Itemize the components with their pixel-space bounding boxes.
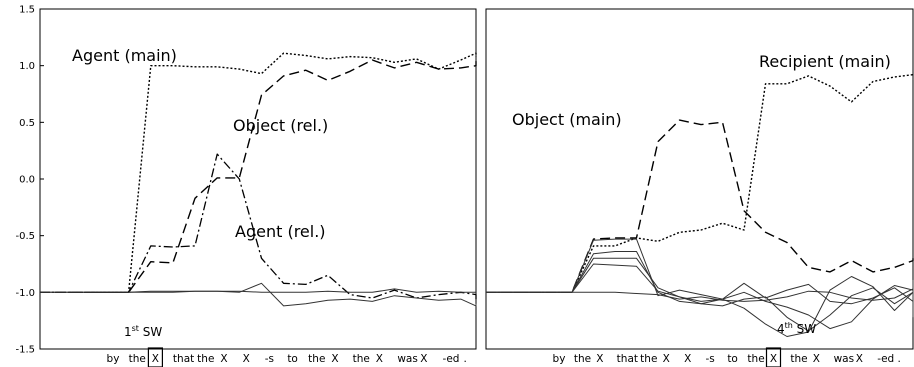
x-tick-label: X [684, 353, 691, 365]
y-tick-label: -1.5 [15, 345, 35, 356]
x-tick-label: that [617, 353, 638, 365]
left-series-agent-rel [40, 153, 477, 300]
boxed-tick [147, 347, 163, 367]
annotation-object-main: Object (main) [512, 110, 622, 129]
y-tick-label: 1.0 [19, 61, 35, 72]
x-tick-label: to [727, 353, 738, 365]
x-tick-label: that [173, 353, 194, 365]
x-tick-label: to [287, 353, 298, 365]
right-series-unit-6 [486, 288, 914, 302]
right-series-recipient-main [486, 74, 914, 293]
x-tick-label: the [790, 353, 807, 365]
x-tick-label: the [747, 353, 764, 365]
x-tick-label: the [129, 353, 146, 365]
x-tick-label: X [770, 353, 777, 365]
x-tick-label: was [834, 353, 855, 365]
x-tick-label: X [331, 353, 338, 365]
y-tick-label: 1.5 [19, 5, 35, 16]
x-tick-label: was [397, 353, 418, 365]
sw4-number: 4 [777, 322, 785, 336]
x-tick-label: X [376, 353, 383, 365]
x-tick-label: -ed [443, 353, 460, 365]
x-tick-label: X [663, 353, 670, 365]
x-tick-label: the [353, 353, 370, 365]
x-tick-label: the [640, 353, 657, 365]
sw4-label: SW [793, 322, 816, 336]
x-tick-label: by [553, 353, 566, 365]
annotation-agent-main: Agent (main) [72, 46, 177, 65]
x-tick-label: -s [706, 353, 715, 365]
sw1-label: SW [139, 325, 162, 339]
left-series-unit-4 [40, 288, 476, 293]
x-tick-label: -s [265, 353, 274, 365]
x-tick-label: the [308, 353, 325, 365]
x-tick-label: X [813, 353, 820, 365]
y-tick-label: 0.5 [19, 118, 35, 129]
annotation-first-sw: 1st SW [124, 324, 162, 339]
x-tick-label: X [243, 353, 250, 365]
annotation-agent-rel: Agent (rel.) [235, 222, 326, 241]
y-tick-label: 0.0 [19, 175, 35, 186]
y-tick-label: -1.0 [15, 288, 35, 299]
x-tick-label: by [107, 353, 120, 365]
x-tick-label: . [898, 353, 901, 365]
x-tick-label: X [152, 353, 159, 365]
y-tick-label: -0.5 [15, 231, 35, 242]
sw4-superscript: th [785, 321, 793, 330]
x-tick-label: the [574, 353, 591, 365]
annotation-fourth-sw: 4th SW [777, 321, 816, 336]
x-tick-label: X [856, 353, 863, 365]
sw1-superscript: st [132, 324, 139, 333]
x-tick-label: the [197, 353, 214, 365]
right-series-group [486, 74, 914, 337]
x-tick-label: -ed [877, 353, 894, 365]
annotation-recipient-main: Recipient (main) [759, 52, 891, 71]
left-series-group [40, 52, 477, 307]
x-tick-label: X [220, 353, 227, 365]
boxed-tick [765, 347, 782, 367]
x-tick-label: X [420, 353, 427, 365]
sw1-number: 1 [124, 325, 132, 339]
annotation-object-rel: Object (rel.) [233, 116, 328, 135]
x-tick-label: X [596, 353, 603, 365]
x-tick-label: . [464, 353, 467, 365]
